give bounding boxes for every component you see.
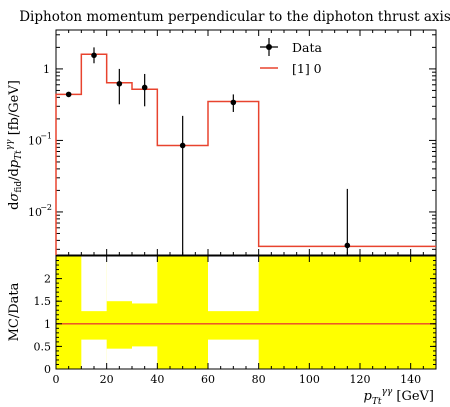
data-point [91,52,97,59]
data-point [116,80,123,87]
data-point [230,99,237,106]
ratio-band-gap-lower [208,339,259,369]
data-point [65,91,72,98]
ratio-band-gap-lower [106,348,132,369]
ratio-ytick-label: 0 [44,363,51,376]
ratio-xtick-label: 0 [53,373,60,386]
main-ytick-exponent: −1 [40,131,52,140]
ratio-panel-frame [55,255,437,370]
ratio-ytick-label: 1 [44,318,51,331]
ratio-xtick-label: 120 [350,373,371,386]
main-panel-marks: 110−110−2 [28,30,436,255]
main-panel-frame [55,29,437,256]
ratio-xtick-label: 40 [150,373,164,386]
data-point [344,242,351,249]
ratio-xlabel: pTtγγ [GeV] [364,387,434,407]
ratio-band-gap-lower [132,346,158,369]
data-point [179,142,186,149]
legend-mc-label: [1] 0 [292,61,322,76]
data-point [141,84,148,91]
mc-histogram-line [55,53,436,255]
ratio-band-gap-lower [81,339,107,369]
main-ylabel: dσfid/dpTtγγ [fb/GeV] [5,80,24,210]
ratio-band-gap-upper [208,256,259,312]
legend-data-label: Data [292,40,322,55]
main-ytick-label: 10 [28,134,42,147]
ratio-panel-marks: 00.511.520 20 40 60 80 100 120 140 [34,256,436,386]
ratio-ytick-label: 2 [44,273,51,286]
main-ytick-exponent: −2 [40,203,52,212]
ratio-band-gap-upper [106,256,132,302]
legend-data-marker [266,44,272,50]
ratio-band-gap-upper [81,256,107,312]
ratio-ylabel: MC/Data [7,282,22,341]
chart-title: Diphoton momentum perpendicular to the d… [19,9,450,25]
ratio-xtick-label: 80 [252,373,266,386]
main-ytick-label: 1 [43,63,50,76]
ratio-ytick-label: 1.5 [34,295,52,308]
ratio-xtick-label: 20 [100,373,114,386]
ratio-xtick-label: 60 [201,373,215,386]
legend: Data [1] 0 [260,38,322,76]
ratio-xtick-label: 140 [400,373,421,386]
ratio-band-gap-upper [132,256,158,304]
ratio-xtick-label: 100 [299,373,320,386]
ratio-ytick-label: 0.5 [34,340,52,353]
main-ytick-label: 10 [28,206,42,219]
